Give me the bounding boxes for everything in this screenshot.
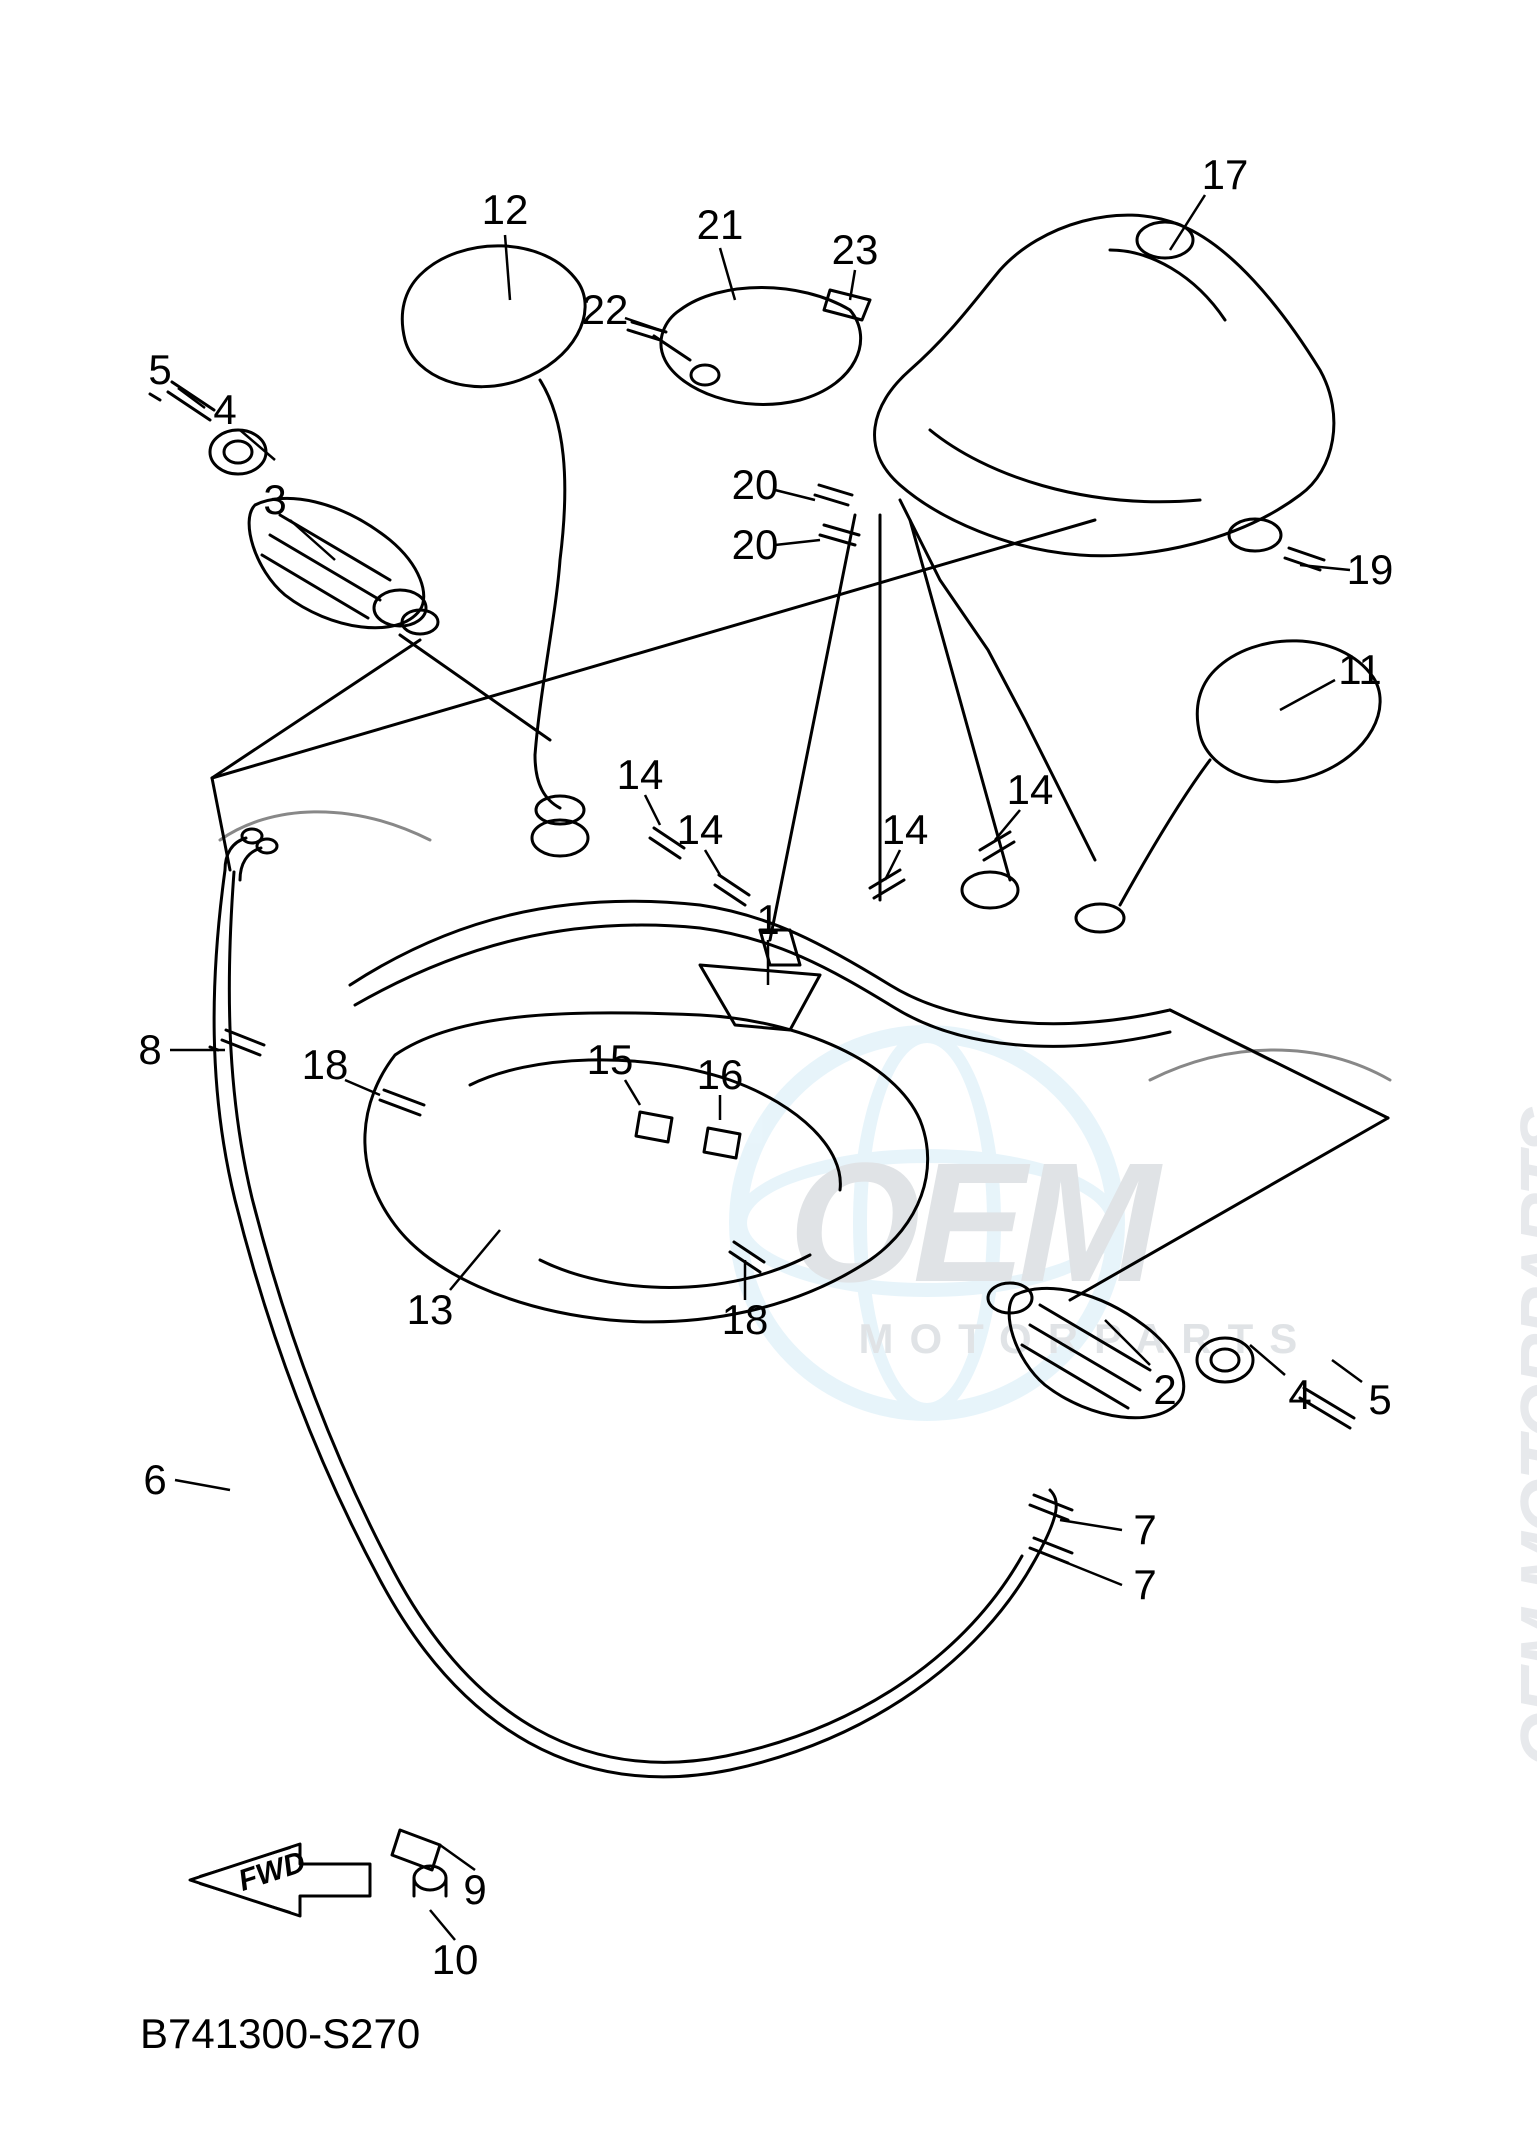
callout-5: 5 [1368,1376,1391,1424]
callout-14: 14 [677,806,724,854]
callout-18: 18 [722,1296,769,1344]
callout-21: 21 [697,201,744,249]
watermark-sub: MOTORPARTS [859,1315,1314,1363]
watermark-side: OEM MOTORPARTS [1506,1108,1537,1768]
callout-1: 1 [756,896,779,944]
callout-7: 7 [1133,1561,1156,1609]
callout-15: 15 [587,1036,634,1084]
callout-14: 14 [617,751,664,799]
diagram-reference: B741300-S270 [140,2010,420,2058]
watermark-globe-icon [729,1025,1125,1421]
callout-16: 16 [697,1051,744,1099]
callout-9: 9 [463,1866,486,1914]
callout-13: 13 [407,1286,454,1334]
callout-22: 22 [582,286,629,334]
callout-14: 14 [1007,766,1054,814]
callout-5: 5 [148,346,171,394]
callout-6: 6 [143,1456,166,1504]
callout-10: 10 [432,1936,479,1984]
callout-20: 20 [732,521,779,569]
callout-18: 18 [302,1041,349,1089]
callout-17: 17 [1202,151,1249,199]
callout-4: 4 [1288,1371,1311,1419]
callout-4: 4 [213,386,236,434]
callout-23: 23 [832,226,879,274]
callout-7: 7 [1133,1506,1156,1554]
callout-14: 14 [882,806,929,854]
callout-19: 19 [1347,546,1394,594]
callout-11: 11 [1338,646,1382,694]
exploded-drawing [0,0,1537,2130]
callout-8: 8 [138,1026,161,1074]
fwd-label: FWD [234,1845,309,1898]
callout-12: 12 [482,186,529,234]
watermark-main: OEM [789,1125,1152,1321]
callout-3: 3 [263,476,286,524]
callout-20: 20 [732,461,779,509]
callout-2: 2 [1153,1366,1176,1414]
